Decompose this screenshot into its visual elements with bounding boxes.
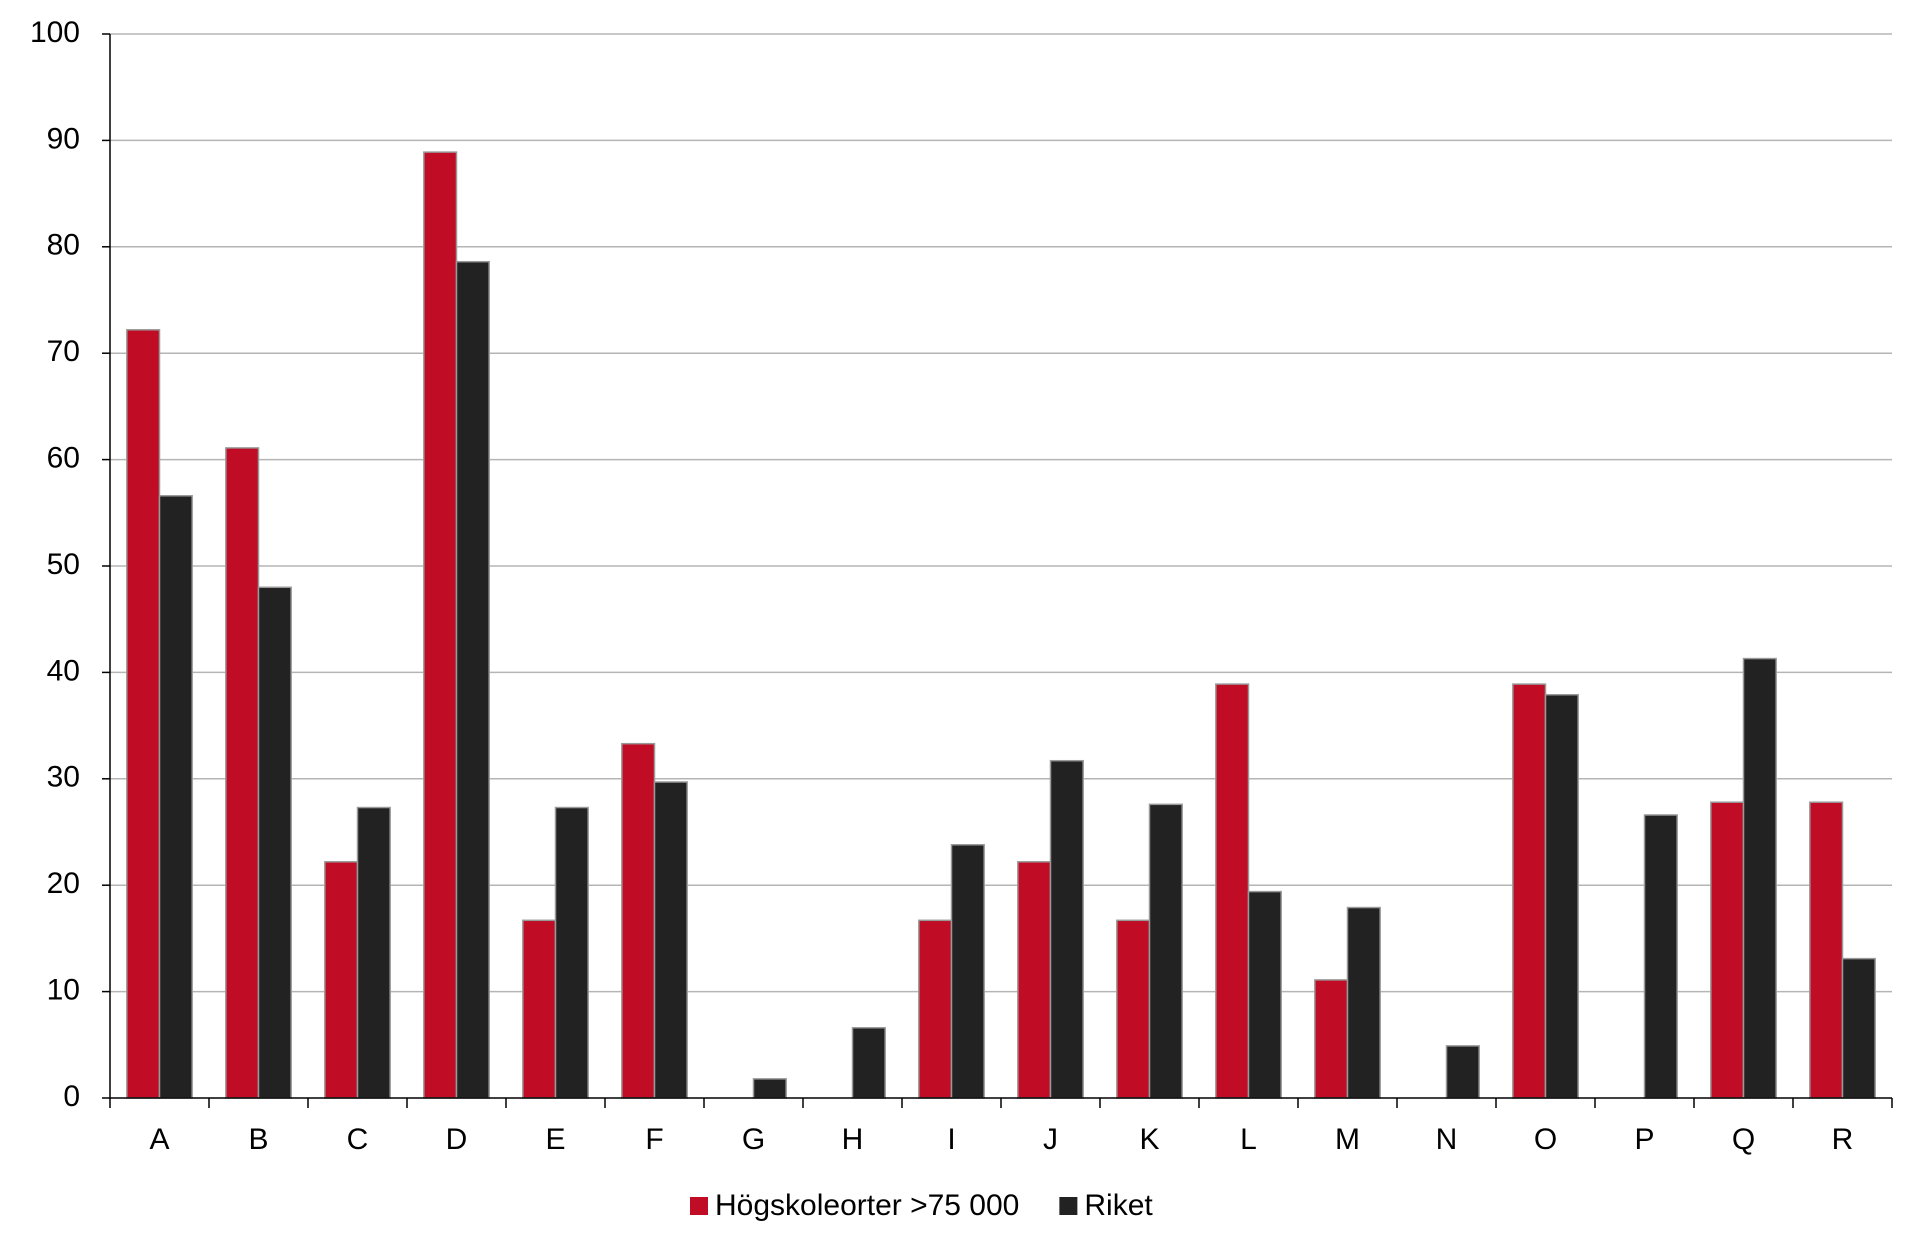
bar xyxy=(1841,957,1876,1099)
x-tick-label: C xyxy=(347,1123,369,1156)
x-tick-label: G xyxy=(742,1123,765,1156)
legend-label: Högskoleorter >75 000 xyxy=(715,1189,1019,1222)
bar xyxy=(1017,861,1052,1099)
bar xyxy=(950,844,985,1099)
y-tick-label: 100 xyxy=(30,16,80,49)
bar xyxy=(1346,906,1381,1099)
x-tick-label: P xyxy=(1634,1123,1654,1156)
bar xyxy=(752,1078,787,1099)
x-tick-label: K xyxy=(1139,1123,1159,1156)
x-tick-label: L xyxy=(1240,1123,1257,1156)
y-tick-label: 60 xyxy=(47,442,80,475)
bar xyxy=(225,447,260,1099)
y-tick-label: 40 xyxy=(47,654,80,687)
bar xyxy=(1049,759,1084,1099)
y-tick-label: 10 xyxy=(47,974,80,1007)
bar xyxy=(257,586,292,1099)
x-tick-label: O xyxy=(1534,1123,1557,1156)
bar xyxy=(554,806,589,1099)
bar xyxy=(918,919,953,1099)
bar xyxy=(1809,801,1844,1099)
x-tick-label: J xyxy=(1043,1123,1058,1156)
bar xyxy=(1643,814,1678,1099)
y-tick-label: 0 xyxy=(63,1080,80,1113)
y-tick-label: 90 xyxy=(47,122,80,155)
y-tick-label: 30 xyxy=(47,761,80,794)
bar xyxy=(324,861,359,1099)
bar xyxy=(1544,693,1579,1099)
legend-swatch xyxy=(1059,1197,1078,1215)
bar xyxy=(1148,803,1183,1099)
x-tick-label: A xyxy=(149,1123,169,1156)
y-tick-label: 50 xyxy=(47,548,80,581)
bar xyxy=(423,151,458,1099)
x-tick-label: I xyxy=(947,1123,955,1156)
bar xyxy=(1710,801,1745,1099)
bar xyxy=(455,260,490,1099)
y-tick-label: 70 xyxy=(47,335,80,368)
bar xyxy=(1314,979,1349,1099)
x-tick-label: N xyxy=(1436,1123,1458,1156)
x-tick-label: Q xyxy=(1732,1123,1755,1156)
bar xyxy=(1445,1045,1480,1099)
y-tick-label: 20 xyxy=(47,867,80,900)
bar xyxy=(1116,919,1151,1099)
x-tick-label: H xyxy=(842,1123,864,1156)
legend-label: Riket xyxy=(1084,1189,1153,1222)
bar xyxy=(126,329,161,1099)
x-tick-label: D xyxy=(446,1123,468,1156)
x-tick-label: R xyxy=(1832,1123,1854,1156)
bar xyxy=(1742,657,1777,1099)
x-tick-label: E xyxy=(545,1123,565,1156)
x-tick-label: B xyxy=(248,1123,268,1156)
bar xyxy=(851,1027,886,1099)
legend-swatch xyxy=(690,1197,708,1215)
bar xyxy=(356,806,391,1099)
bar xyxy=(1215,683,1250,1099)
y-tick-label: 80 xyxy=(47,229,80,262)
bar xyxy=(653,781,688,1099)
bar xyxy=(1247,890,1282,1099)
bar xyxy=(522,919,557,1099)
bar xyxy=(158,495,193,1099)
bar xyxy=(621,742,656,1099)
bar xyxy=(1512,683,1547,1099)
x-tick-label: F xyxy=(645,1123,663,1156)
x-tick-label: M xyxy=(1335,1123,1360,1156)
